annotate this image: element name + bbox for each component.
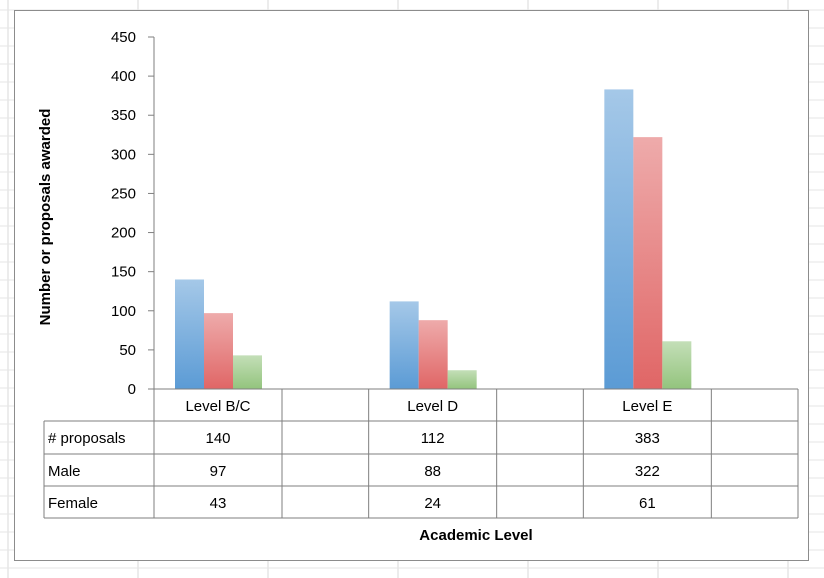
data-value: 97: [210, 463, 227, 480]
series-label: Female: [48, 495, 98, 512]
bar-proposals-0: [175, 279, 204, 389]
bar-proposals-2: [604, 89, 634, 390]
data-value: 112: [421, 430, 445, 447]
data-value: 43: [210, 495, 227, 512]
bar-female-0: [233, 355, 262, 389]
y-tick-label: 50: [119, 342, 136, 359]
data-value: 322: [635, 463, 660, 480]
y-tick-label: 250: [111, 185, 136, 202]
bar-female-1: [447, 370, 477, 389]
y-tick-label: 450: [111, 29, 136, 46]
category-label: Level E: [622, 398, 672, 415]
series-label: Male: [48, 463, 81, 480]
bars: [175, 89, 692, 390]
bar-male-1: [418, 320, 448, 389]
axis-lines: [153, 37, 798, 390]
data-value: 24: [424, 495, 441, 512]
data-value: 88: [424, 463, 441, 480]
data-value: 383: [635, 430, 660, 447]
data-table: Level B/C 140 97 43 Level D 112 88 24 Level E 383…: [43, 389, 799, 519]
bar-female-2: [662, 341, 692, 389]
y-axis-title: Number or proposals awarded: [37, 109, 54, 326]
y-tick-label: 200: [111, 225, 136, 242]
y-tick-label: 100: [111, 303, 136, 320]
chart-area[interactable]: [14, 10, 809, 561]
y-tick-label: 150: [111, 264, 136, 281]
data-value: 140: [205, 430, 230, 447]
x-axis-title: Academic Level: [419, 527, 532, 544]
bar-male-0: [204, 313, 233, 389]
y-tick-label: 300: [111, 146, 136, 163]
bar-proposals-1: [389, 301, 419, 389]
data-value: 61: [639, 495, 656, 512]
series-label: # proposals: [48, 430, 126, 447]
bar-male-2: [633, 137, 663, 389]
y-tick-label: 400: [111, 68, 136, 85]
y-tick-label: 0: [128, 381, 136, 398]
category-label: Level B/C: [185, 398, 250, 415]
category-label: Level D: [407, 398, 458, 415]
y-tick-label: 350: [111, 107, 136, 124]
y-axis: 0 50 100 150 200 250 300 350 400 450: [111, 29, 154, 398]
